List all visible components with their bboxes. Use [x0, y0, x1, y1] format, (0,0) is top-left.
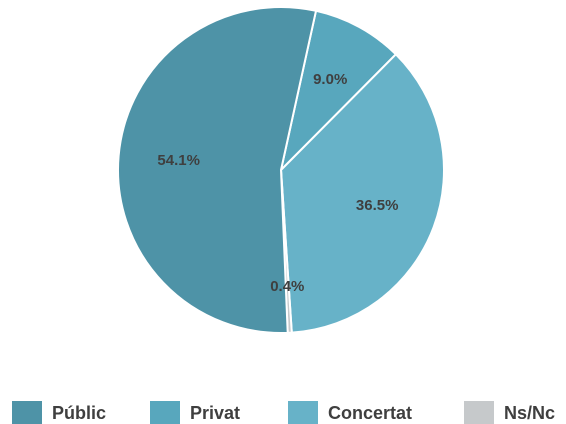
pie-slice-privat	[279, 9, 398, 174]
pie-label-ns-nc: 0.4%	[270, 278, 304, 295]
legend-label-public: Públic	[52, 402, 107, 423]
legend-item-public: Públic	[12, 398, 106, 424]
pie-labels: 9.0% 36.5% 0.4% 54.1%	[157, 71, 398, 295]
legend-swatch-privat	[150, 401, 180, 424]
pie-label-concertat: 36.5%	[356, 197, 399, 214]
legend-swatch-public	[12, 401, 42, 424]
legend-swatch-concertat	[288, 401, 318, 424]
pie-slices	[117, 6, 445, 334]
pie-label-privat: 9.0%	[313, 71, 347, 88]
legend-label-nsnc: Ns/Nc	[504, 402, 556, 423]
legend-label-privat: Privat	[190, 402, 241, 423]
chart-legend: Públic Privat Concertat Ns/Nc	[0, 398, 566, 424]
legend-item-privat: Privat	[150, 398, 240, 424]
legend-item-concertat: Concertat	[288, 398, 412, 424]
legend-swatch-nsnc	[464, 401, 494, 424]
legend-label-concertat: Concertat	[328, 402, 413, 423]
pie-slice-p-blic	[117, 6, 318, 334]
legend-item-nsnc: Ns/Nc	[464, 398, 555, 424]
pie-slice-concertat	[279, 52, 445, 334]
pie-label-p-blic: 54.1%	[157, 152, 200, 169]
